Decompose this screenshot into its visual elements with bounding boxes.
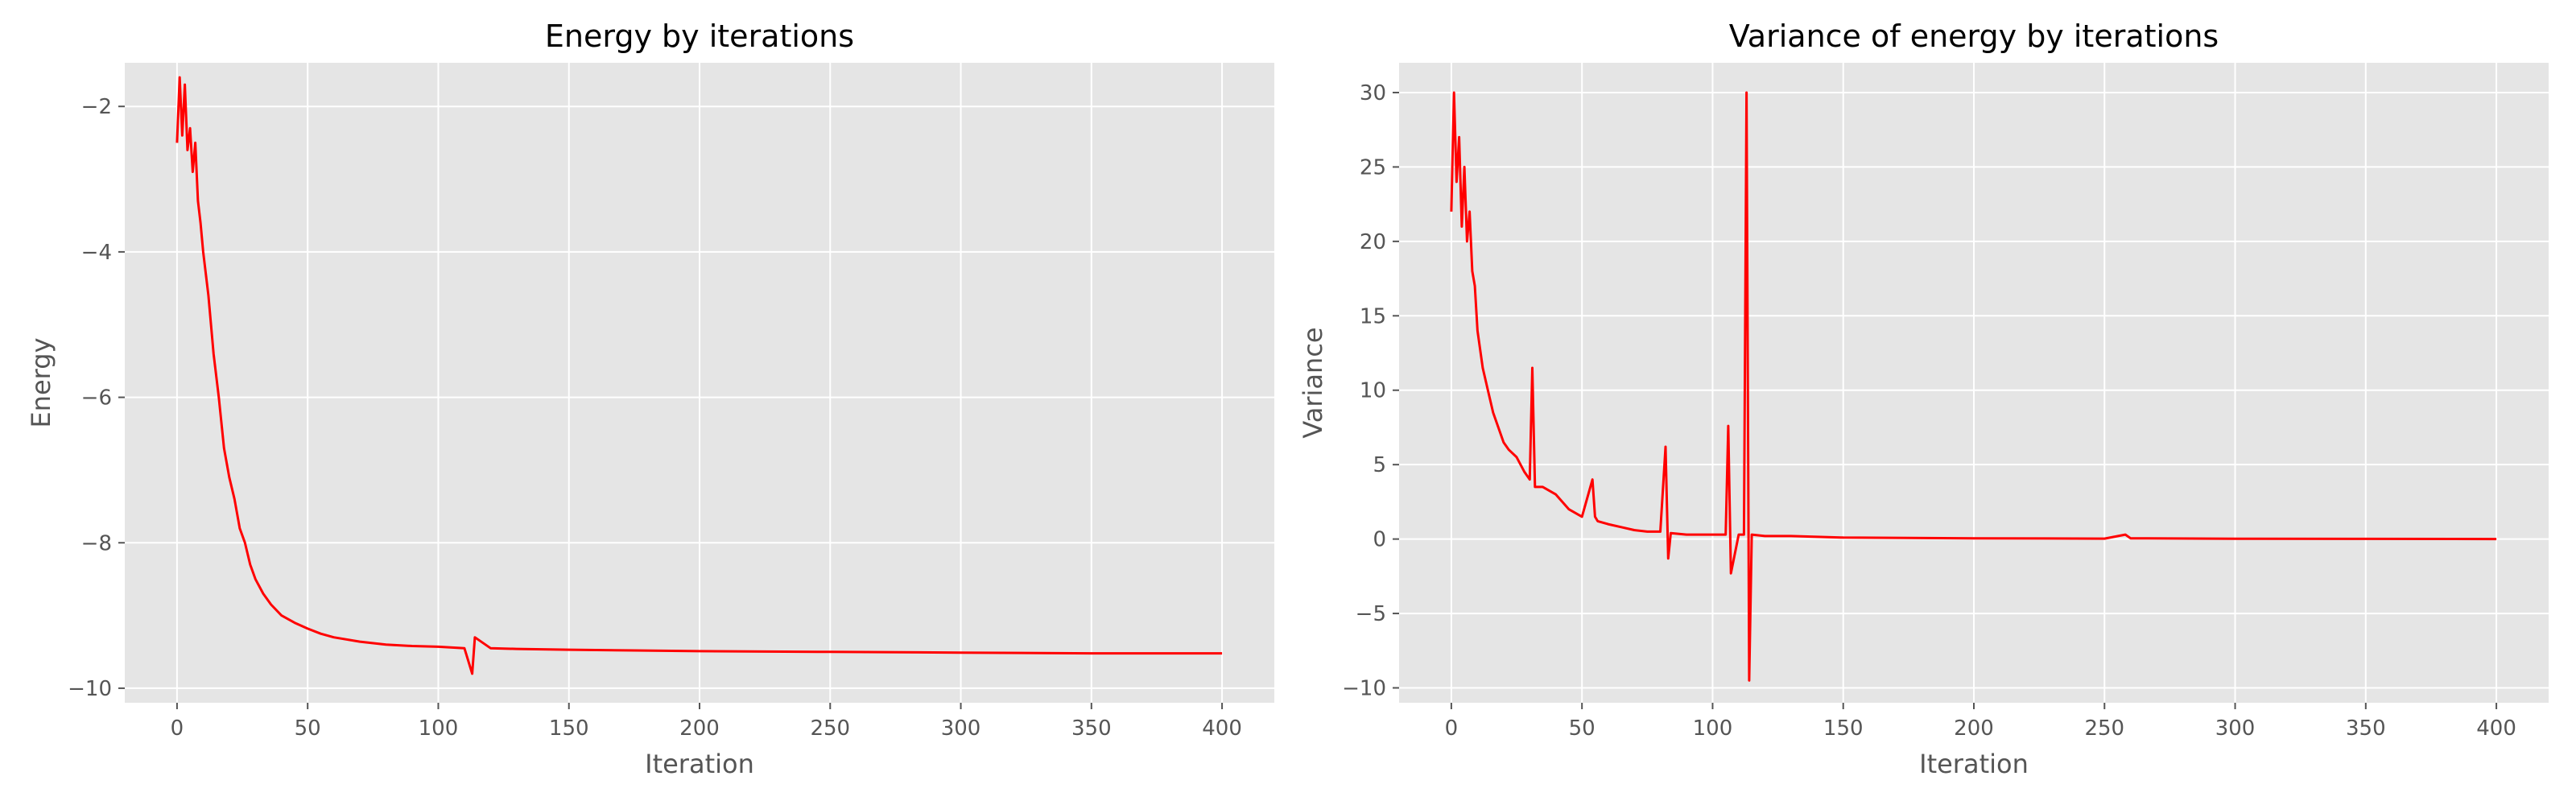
- x-tick-label: 200: [1954, 716, 1994, 741]
- x-axis-label: Iteration: [1919, 749, 2029, 779]
- y-tick-label: −8: [81, 531, 112, 555]
- tick-labels: 0 50 100 150 200 250 300 350 400 −10 −5 0 5 10 15 20 25 3…: [1342, 81, 2516, 741]
- x-tick-label: 150: [1823, 716, 1864, 741]
- x-tick-label: 200: [679, 716, 720, 741]
- x-tick-label: 100: [419, 716, 459, 741]
- series-group: [175, 76, 1223, 675]
- y-tick-label: −4: [81, 241, 112, 265]
- x-tick-label: 50: [295, 716, 321, 741]
- x-tick-label: 50: [1569, 716, 1596, 741]
- x-tick-label: 0: [171, 716, 184, 741]
- grid-lines: [125, 63, 1274, 703]
- y-tick-label: 20: [1360, 230, 1386, 254]
- x-tick-label: 400: [1202, 716, 1242, 741]
- x-axis-label: Iteration: [645, 749, 754, 779]
- variance-chart: 0 50 100 150 200 250 300 350 400 −10 −5 0 5 10 15 20 25 3…: [1298, 19, 2549, 779]
- series-line: [175, 76, 1223, 675]
- x-tick-label: 250: [810, 716, 850, 741]
- x-tick-label: 0: [1445, 716, 1459, 741]
- x-tick-label: 300: [2215, 716, 2256, 741]
- series-line: [1450, 91, 2497, 682]
- x-tick-label: 350: [1071, 716, 1112, 741]
- x-tick-label: 150: [549, 716, 589, 741]
- y-axis-label: Energy: [26, 337, 56, 427]
- y-tick-label: −5: [1356, 602, 1386, 626]
- y-tick-label: 30: [1360, 81, 1386, 105]
- y-tick-label: 15: [1360, 304, 1386, 328]
- y-tick-label: −10: [1342, 677, 1386, 701]
- chart-title: Energy by iterations: [545, 19, 854, 54]
- y-tick-label: 0: [1373, 528, 1386, 552]
- y-tick-label: −2: [81, 95, 112, 119]
- x-tick-label: 250: [2084, 716, 2124, 741]
- y-tick-label: 10: [1360, 379, 1386, 403]
- chart-title: Variance of energy by iterations: [1729, 19, 2219, 54]
- y-tick-label: 5: [1373, 453, 1386, 477]
- y-tick-label: −10: [68, 677, 112, 701]
- x-tick-label: 300: [941, 716, 981, 741]
- x-tick-label: 350: [2346, 716, 2386, 741]
- energy-chart: 0 50 100 150 200 250 300 350 400 −10 −8 −6 −4 −2 Ener…: [26, 19, 1274, 779]
- x-tick-label: 400: [2476, 716, 2516, 741]
- tick-labels: 0 50 100 150 200 250 300 350 400 −10 −8 −6 −4 −2: [68, 95, 1242, 741]
- y-tick-label: −6: [81, 386, 112, 411]
- y-tick-label: 25: [1360, 155, 1386, 180]
- y-axis-label: Variance: [1298, 327, 1328, 438]
- x-tick-label: 100: [1693, 716, 1733, 741]
- series-group: [1450, 91, 2497, 682]
